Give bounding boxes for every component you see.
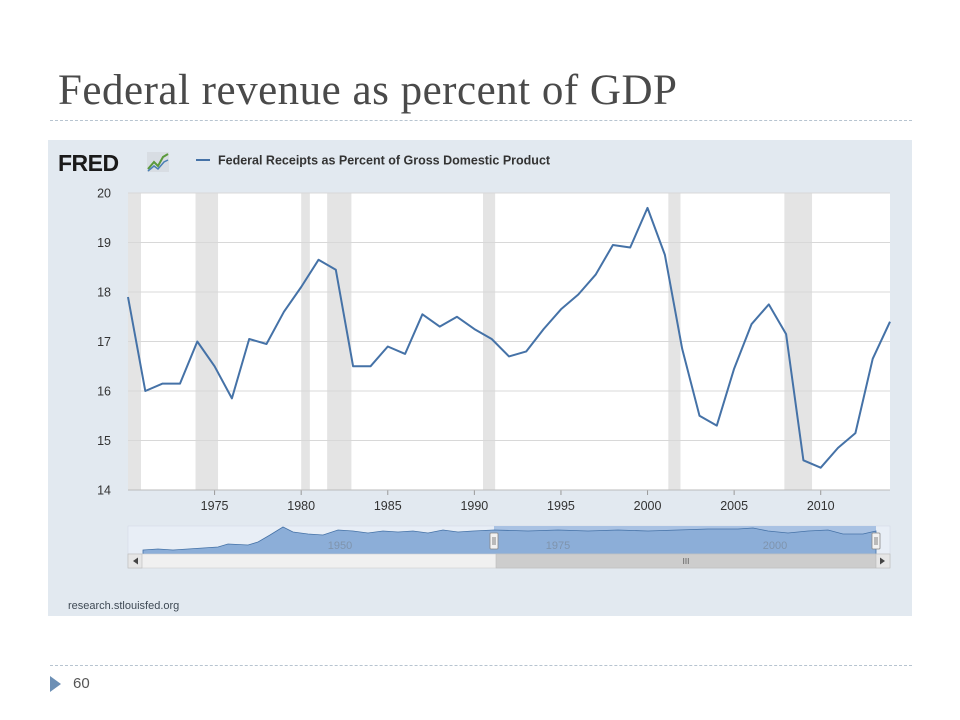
x-tick-label: 2010: [807, 499, 835, 513]
navigator-left-handle[interactable]: [489, 532, 499, 550]
footer-divider: [50, 665, 912, 666]
arrow-left-icon: [133, 557, 138, 565]
y-tick-label: 15: [97, 434, 111, 448]
range-scrollbar[interactable]: III: [127, 553, 891, 569]
arrow-right-icon: [880, 557, 885, 565]
fred-chart: FRED Federal Receipts as Percent of Gros…: [58, 150, 891, 569]
navigator-label: 2000: [763, 540, 787, 552]
fred-logo: FRED: [58, 150, 169, 176]
x-axis-tick-labels: 1975 1980 1985 1990 1995 2000 2005 2010: [128, 489, 890, 513]
fred-logo-text: FRED: [58, 150, 119, 176]
y-tick-label: 14: [97, 484, 111, 498]
navigator-label: 1950: [328, 540, 352, 552]
x-tick-label: 1990: [460, 499, 488, 513]
x-tick-label: 1985: [374, 499, 402, 513]
y-tick-label: 18: [97, 286, 111, 300]
source-credit: research.stlouisfed.org: [68, 600, 180, 612]
y-tick-label: 19: [97, 236, 111, 250]
x-tick-label: 1980: [287, 499, 315, 513]
scrollbar-grip: III: [683, 557, 690, 566]
page-marker-triangle-icon: [50, 676, 61, 692]
legend-label: Federal Receipts as Percent of Gross Dom…: [218, 154, 551, 168]
slide-title: Federal revenue as percent of GDP: [58, 67, 678, 114]
navigator-right-handle[interactable]: [871, 532, 881, 550]
y-tick-label: 17: [97, 335, 111, 349]
x-tick-label: 2005: [720, 499, 748, 513]
series-line-federal-receipts: [127, 206, 891, 469]
range-navigator[interactable]: 1950 1975 2000: [127, 525, 891, 559]
title-divider: [50, 120, 912, 121]
x-tick-label: 2000: [634, 499, 662, 513]
fred-chart-panel: FRED Federal Receipts as Percent of Gros…: [48, 140, 912, 616]
page-number: 60: [73, 675, 90, 692]
y-tick-label: 20: [97, 187, 111, 201]
legend: Federal Receipts as Percent of Gross Dom…: [196, 154, 551, 168]
navigator-label: 1975: [546, 540, 570, 552]
y-axis-tick-labels: 14 15 16 17 18 19 20: [97, 187, 111, 498]
x-tick-label: 1975: [201, 499, 229, 513]
navigator-series-area: [142, 526, 877, 559]
y-tick-label: 16: [97, 385, 111, 399]
x-tick-label: 1995: [547, 499, 575, 513]
